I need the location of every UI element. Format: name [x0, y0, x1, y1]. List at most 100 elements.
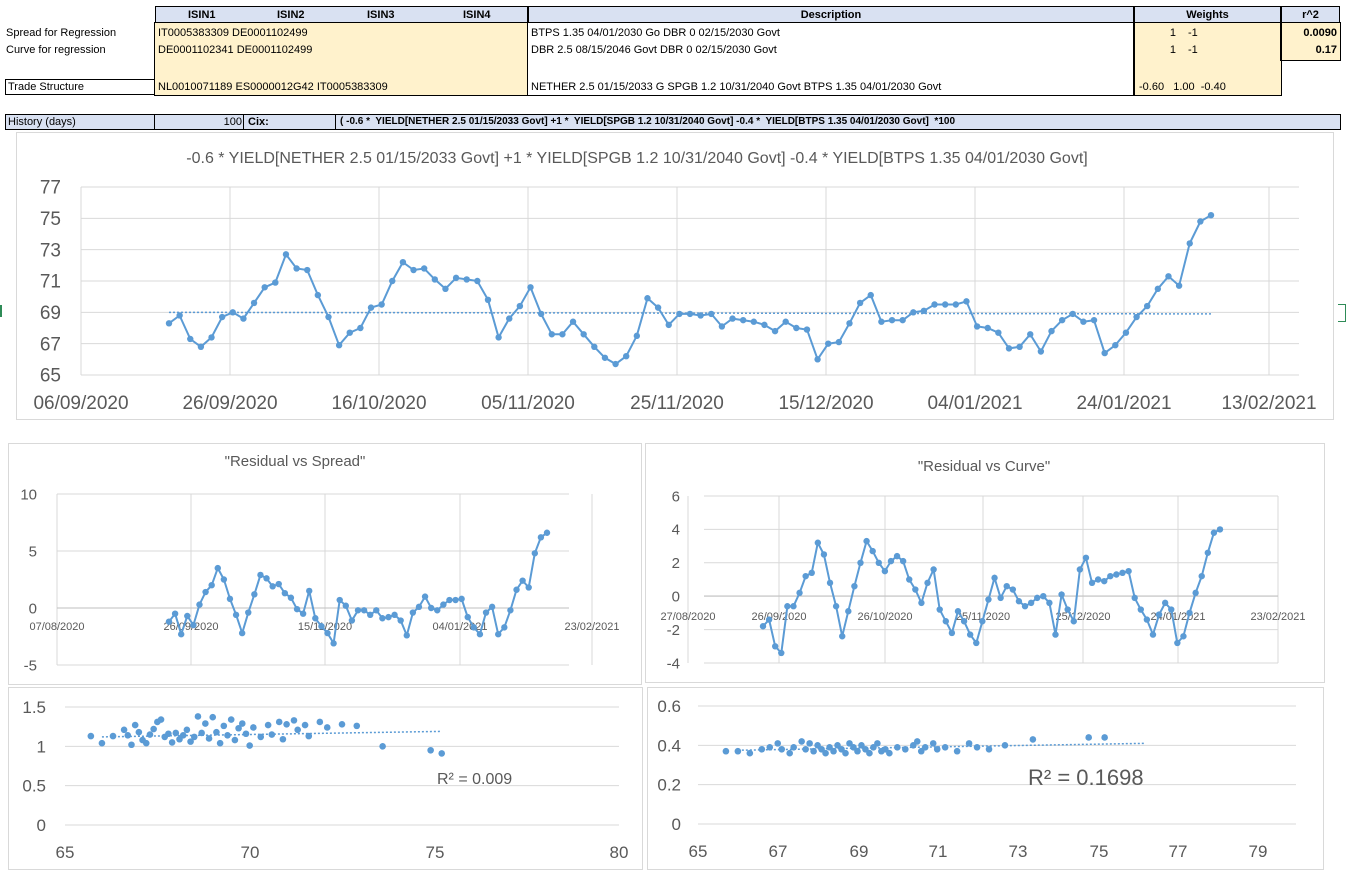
- trade-description[interactable]: NETHER 2.5 01/15/2033 G SPGB 1.2 10/31/2…: [531, 81, 942, 93]
- data-point: [867, 291, 874, 299]
- row-label-curve[interactable]: Curve for regression: [6, 44, 106, 56]
- data-point: [1082, 554, 1090, 561]
- weights-outline: [1133, 22, 1282, 96]
- data-point: [279, 735, 287, 743]
- data-point: [190, 733, 198, 741]
- data-point: [197, 343, 205, 350]
- data-point: [209, 713, 217, 721]
- curve-description[interactable]: DBR 2.5 08/15/2046 Govt DBR 0 02/15/2030…: [531, 44, 777, 56]
- y-tick-label: -2: [667, 622, 680, 639]
- data-point: [513, 586, 520, 593]
- data-point: [991, 574, 998, 582]
- spread-isins[interactable]: IT0005383309 DE0001102499: [158, 27, 308, 39]
- series-line: [168, 214, 1212, 366]
- data-point: [482, 609, 490, 616]
- data-point: [814, 356, 821, 363]
- data-point: [984, 324, 991, 332]
- spread-weight-2[interactable]: -1: [1188, 27, 1198, 39]
- data-point: [183, 726, 191, 734]
- data-point: [1165, 273, 1172, 280]
- data-point: [304, 266, 311, 274]
- main-chart[interactable]: -0.6 * YIELD[NETHER 2.5 01/15/2033 Govt]…: [16, 132, 1334, 420]
- data-point: [913, 738, 921, 745]
- data-point: [516, 302, 524, 310]
- data-point: [802, 745, 809, 753]
- residual-spread-chart[interactable]: "Residual vs Spread"1050-507/08/202026/0…: [8, 443, 642, 685]
- data-point: [190, 621, 197, 629]
- data-point: [220, 722, 228, 730]
- data-point: [875, 559, 882, 566]
- spread-scatter-chart[interactable]: 1.5 1 0.5 0 65 70 75 80 R² = 0.009: [8, 687, 643, 870]
- r2-outline: [1280, 22, 1341, 61]
- data-point: [187, 738, 194, 745]
- data-point: [283, 721, 290, 728]
- data-point: [275, 718, 283, 726]
- history-label[interactable]: History (days): [5, 114, 155, 130]
- x-tick-label: 23/02/2021: [564, 621, 619, 633]
- data-point: [612, 360, 619, 368]
- curve-isins[interactable]: DE0001102341 DE0001102499: [158, 44, 313, 56]
- data-point: [1070, 618, 1077, 625]
- data-point: [1198, 572, 1205, 580]
- spread-description[interactable]: BTPS 1.35 04/01/2030 Go DBR 0 02/15/2030…: [531, 27, 780, 39]
- data-point: [238, 720, 246, 727]
- data-point: [708, 310, 715, 318]
- data-point: [601, 354, 609, 361]
- curve-weight-2[interactable]: -1: [1188, 44, 1198, 56]
- data-point: [1029, 736, 1037, 743]
- data-point: [1037, 348, 1045, 355]
- y-tick-label: 67: [40, 334, 61, 355]
- history-value[interactable]: 100: [155, 114, 244, 130]
- y-tick-label: 1.5: [22, 698, 46, 717]
- data-point: [826, 579, 834, 587]
- data-point: [187, 335, 194, 343]
- data-point: [458, 595, 465, 603]
- data-point: [409, 609, 417, 616]
- data-point: [537, 534, 545, 541]
- spread-r2[interactable]: 0.0090: [1303, 27, 1337, 39]
- y-tick-label: -4: [667, 655, 680, 672]
- curve-scatter-chart[interactable]: 0.6 0.4 0.2 0 65 67 69 71 73 75 77 79 R² = 0.1698: [647, 687, 1324, 870]
- data-point: [323, 724, 331, 731]
- data-point: [1058, 591, 1065, 598]
- data-point: [290, 717, 298, 724]
- data-point: [910, 309, 917, 316]
- x-tick-label: 65: [689, 842, 708, 861]
- data-point: [842, 749, 849, 757]
- data-point: [830, 747, 837, 755]
- trade-weights[interactable]: -0.60 1.00 -0.40: [1139, 81, 1226, 93]
- data-point: [1027, 331, 1034, 338]
- curve-r2[interactable]: 0.17: [1315, 44, 1337, 56]
- data-point: [1048, 327, 1055, 335]
- trendline: [737, 742, 1145, 751]
- y-tick-label: -5: [24, 657, 37, 674]
- y-tick-label: 1: [37, 737, 46, 756]
- data-point: [184, 612, 191, 620]
- data-point: [501, 624, 508, 631]
- spread-weight-1[interactable]: 1: [1169, 27, 1176, 39]
- data-point: [325, 313, 332, 321]
- row-label-spread[interactable]: Spread for Regression: [6, 27, 117, 39]
- data-point: [338, 721, 346, 728]
- data-point: [960, 618, 968, 625]
- row-label-trade[interactable]: Trade Structure: [5, 79, 155, 95]
- data-point: [120, 726, 128, 734]
- cix-formula[interactable]: ( -0.6 * YIELD[NETHER 2.5 01/15/2033 Gov…: [340, 116, 955, 127]
- curve-weight-1[interactable]: 1: [1169, 44, 1176, 56]
- data-point: [135, 728, 143, 736]
- data-point: [1186, 240, 1193, 247]
- data-point: [218, 313, 226, 321]
- data-point: [793, 324, 800, 332]
- data-point: [1064, 606, 1071, 613]
- data-point: [933, 745, 941, 753]
- data-point: [1107, 572, 1114, 580]
- cix-label[interactable]: Cix:: [244, 114, 336, 130]
- y-tick-label: 0: [672, 815, 681, 834]
- history-row: [5, 114, 1341, 130]
- trade-isins[interactable]: NL0010071189 ES0000012G42 IT0005383309: [158, 81, 388, 93]
- data-point: [1016, 343, 1023, 350]
- residual-curve-chart[interactable]: "Residual vs Curve" 6 4 2 0 -2 -4 27/08/2020 26/…: [645, 443, 1325, 683]
- y-tick-label: 6: [672, 488, 680, 505]
- data-point: [1125, 567, 1132, 575]
- isin-header-row: ISIN1 ISIN2 ISIN3 ISIN4: [155, 6, 528, 23]
